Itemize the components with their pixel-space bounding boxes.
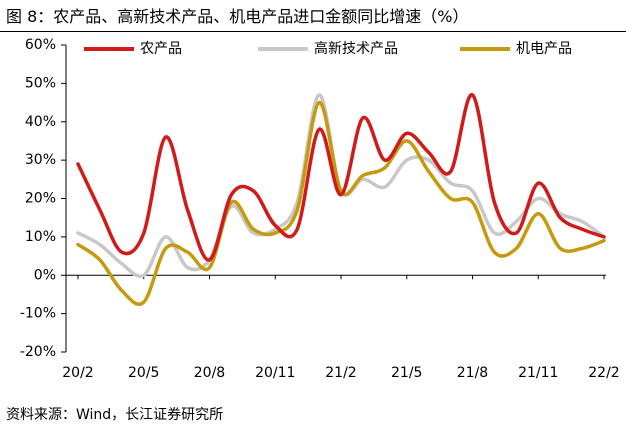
y-axis-ticks: -20% -10% 0% 10% 20% 30% 40% 50% 60% xyxy=(20,37,66,360)
title-rule xyxy=(0,31,626,32)
series-line-electromechanical xyxy=(76,100,606,306)
x-axis-ticks: 20/2 20/5 20/8 20/11 21/2 21/5 21/8 21/11 22/2 xyxy=(62,275,620,381)
y-tick-label: 30% xyxy=(25,152,56,168)
y-tick-label: 40% xyxy=(25,114,56,130)
legend-item-electromechanical-label: 机电产品 xyxy=(516,41,572,57)
x-tick-label: 21/8 xyxy=(457,365,488,381)
y-tick-label: 10% xyxy=(25,229,56,245)
y-tick-label: 50% xyxy=(25,75,56,91)
series-lines xyxy=(76,93,606,306)
x-tick-label: 21/2 xyxy=(325,365,356,381)
y-tick-label: 0% xyxy=(34,267,56,283)
y-tick-label: 20% xyxy=(25,191,56,207)
y-tick-label: -20% xyxy=(20,344,56,360)
series-line-hightech xyxy=(76,93,606,279)
legend-item-hightech-label: 高新技术产品 xyxy=(314,40,398,57)
x-tick-label: 21/5 xyxy=(391,365,422,381)
x-tick-label: 22/2 xyxy=(588,365,619,381)
y-tick-label: -10% xyxy=(20,306,56,322)
x-tick-label: 20/11 xyxy=(255,365,295,381)
line-chart: -20%-10%0%10%20%30%40%50%60% 20/2 20/5 20/… xyxy=(20,37,620,381)
x-tick-label: 20/8 xyxy=(194,365,225,381)
legend-item-agricultural-label: 农产品 xyxy=(140,41,182,57)
x-tick-label: 20/5 xyxy=(128,365,159,381)
source-note: 资料来源：Wind，长江证券研究所 xyxy=(6,407,224,423)
figure-title: 图 8：农产品、高新技术产品、机电产品进口金额同比增速（%） xyxy=(6,7,469,26)
y-tick-label: 60% xyxy=(25,37,56,53)
series-line-agricultural xyxy=(76,93,606,262)
x-tick-label: 20/2 xyxy=(62,365,93,381)
x-tick-label: 21/11 xyxy=(518,365,558,381)
legend: 农产品 高新技术产品 机电产品 xyxy=(84,40,572,57)
